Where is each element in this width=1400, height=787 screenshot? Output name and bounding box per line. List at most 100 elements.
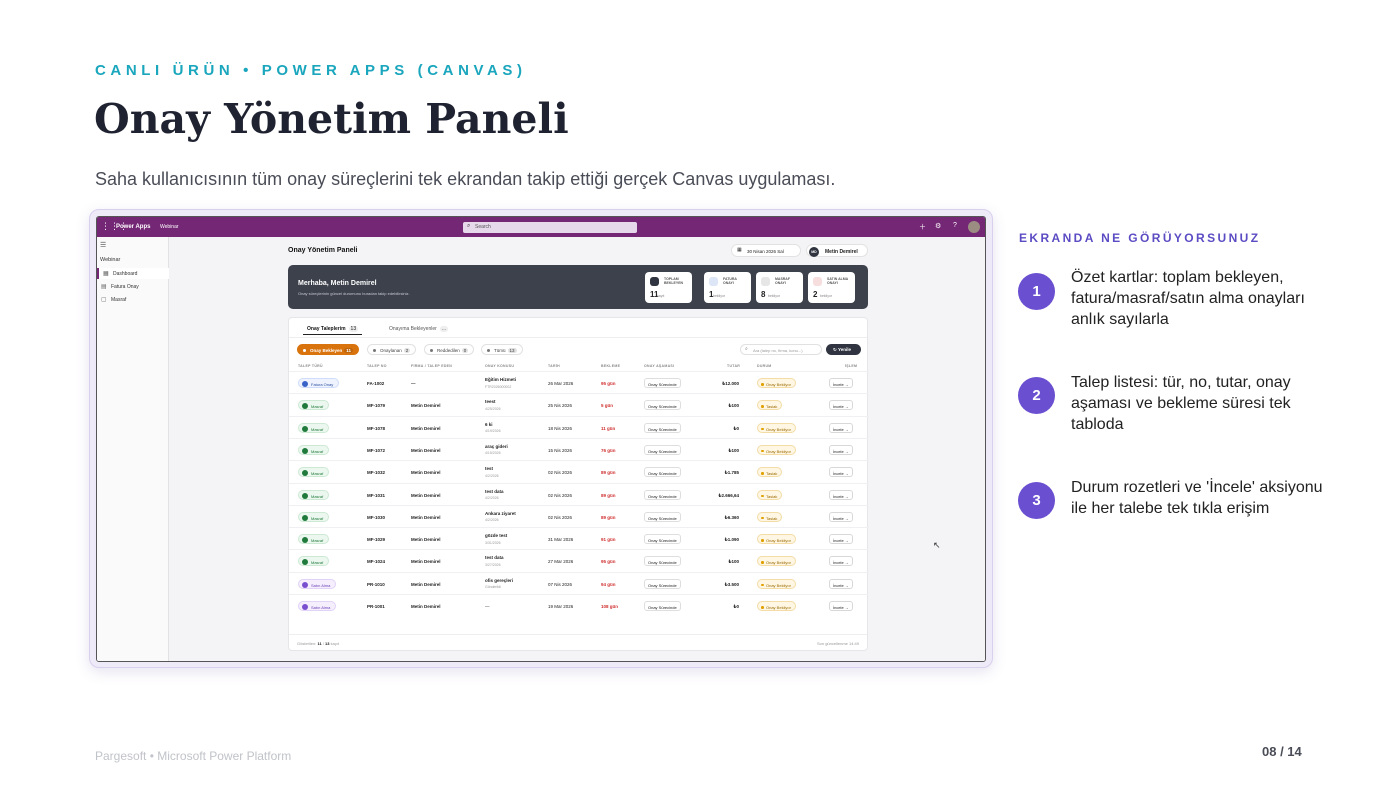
filter-onaylanan[interactable]: Onaylanan 2 — [367, 344, 417, 355]
request-no: PR-1001 — [367, 604, 385, 609]
app-launcher-icon[interactable]: ⋮⋮⋮ — [101, 221, 128, 231]
sidebar-item-label: Masraf — [111, 297, 127, 303]
type-icon — [302, 492, 308, 499]
inspect-button[interactable]: İncele → — [829, 601, 853, 611]
sidebar-item-dashboard[interactable]: ▦ Dashboard — [97, 268, 169, 279]
status-badge: Onay Bekliyor — [757, 578, 796, 589]
kpi-card-total[interactable]: TOPLAM BEKLEYEN 11 kayıt — [645, 272, 692, 303]
global-search[interactable]: ⌕ Search — [463, 222, 637, 233]
powerapps-app-name[interactable]: Power Apps — [116, 224, 151, 230]
request-search-input[interactable]: ⌕ Ara (talep no, firma, konu...) — [740, 344, 822, 355]
inspect-button[interactable]: İncele → — [829, 444, 853, 455]
kpi-card-fatura[interactable]: FATURA ONAYI 1 bekliyor — [704, 272, 751, 303]
filter-reddedilen[interactable]: Reddedilen 0 — [424, 344, 475, 355]
request-subject: gözde test — [485, 533, 508, 539]
column-header: TARİH — [548, 364, 560, 368]
sidebar-item-masraf[interactable]: ▢ Masraf — [97, 294, 169, 305]
inspect-button[interactable]: İncele → — [829, 422, 853, 433]
table-row[interactable]: Satın Alma PR-1010 Metin Demirel ofis gereç… — [289, 571, 869, 594]
status-dot — [761, 494, 764, 497]
filter-tumu[interactable]: Tümü 13 — [481, 344, 523, 355]
kpi-card-masraf[interactable]: MASRAF ONAYI 8 bekliyor — [756, 272, 803, 303]
requester: Metin Demirel — [411, 581, 441, 587]
plus-icon[interactable]: ＋ — [919, 224, 926, 231]
document-icon: ▤ — [101, 284, 107, 290]
kpi-unit: bekliyor — [713, 294, 726, 298]
inspect-button[interactable]: İncele → — [829, 578, 853, 589]
type-badge: Satın Alma — [298, 601, 337, 611]
sidebar-item-fatura-onay[interactable]: ▤ Fatura Onay — [97, 281, 169, 292]
kpi-card-satin-alma[interactable]: SATIN ALMA ONAYI 2 bekliyor — [808, 272, 855, 303]
hamburger-icon[interactable]: ☰ — [100, 242, 107, 249]
request-subject: 6 ki — [485, 421, 493, 427]
mouse-cursor-icon: ↖ — [933, 540, 941, 550]
type-icon — [302, 381, 308, 387]
powerapps-topbar: ⋮⋮⋮ Power Apps Webinar ⌕ Search ＋ ⚙ ? — [97, 217, 985, 237]
request-date: 18 Nis 2026 — [548, 425, 573, 431]
help-icon[interactable]: ? — [953, 222, 957, 229]
filter-label: Onaylanan — [380, 348, 402, 353]
step-text: Talep listesi: tür, no, tutar, onay aşam… — [1071, 374, 1291, 433]
approval-stage: Onay Sürecinde — [644, 467, 681, 478]
column-header: İŞLEM — [845, 364, 858, 368]
amount: ₺12.000 — [722, 381, 739, 386]
amount: ₺3.500 — [724, 581, 739, 587]
kpi-unit: bekliyor — [820, 294, 833, 298]
table-row[interactable]: Satın Alma PR-1001 Metin Demirel — 19 Mar 20… — [289, 594, 869, 616]
kpi-value: 2 — [813, 290, 818, 299]
requester: — — [411, 381, 416, 386]
gear-icon[interactable]: ⚙ — [935, 223, 942, 230]
tab-label: Onayıma Bekleyenler — [389, 326, 437, 332]
inspect-button[interactable]: İncele → — [829, 378, 853, 388]
amount: ₺1.785 — [724, 470, 739, 476]
table-row[interactable]: Masraf MF-1079 Metin Demirel teest 4/25/2026… — [289, 393, 869, 415]
refresh-button[interactable]: ↻ Yenile — [826, 344, 861, 355]
amount: ₺0 — [733, 604, 739, 609]
inspect-button[interactable]: İncele → — [829, 556, 853, 567]
inspect-button[interactable]: İncele → — [829, 400, 853, 411]
table-row[interactable]: Masraf MF-1024 Metin Demirel test data 3/27/… — [289, 549, 869, 571]
filter-label: Onay Bekleyen — [310, 348, 343, 353]
approval-stage: Onay Sürecinde — [644, 489, 681, 500]
table-row[interactable]: Masraf MF-1029 Metin Demirel gözde test 3/31… — [289, 527, 869, 549]
inspect-button[interactable]: İncele → — [829, 511, 853, 522]
status-dot — [761, 472, 764, 475]
request-date: 31 Mar 2026 — [548, 537, 574, 543]
inspect-button[interactable]: İncele → — [829, 467, 853, 478]
receipt-icon: ▢ — [101, 297, 107, 303]
table-row[interactable]: Masraf MF-1032 Metin Demirel test 4/2/2026 02… — [289, 460, 869, 482]
status-dot — [761, 516, 764, 520]
kpi-label: FATURA ONAYI — [723, 277, 737, 285]
status-badge: Onay Bekliyor — [757, 444, 796, 455]
welcome-subtext: Onay süreçlerinin güncel durumunu burada… — [298, 291, 410, 296]
type-badge: Fatura Onay — [298, 378, 340, 388]
table-row[interactable]: Fatura Onay FA-1002 — Eğitim Hizmeti FTR2026… — [289, 371, 869, 393]
user-chip[interactable]: MD Metin Demirel — [806, 244, 868, 257]
type-icon — [302, 559, 308, 566]
wait-time: 11 gün — [601, 425, 616, 431]
inspect-button[interactable]: İncele → — [829, 534, 853, 545]
filter-dot — [430, 349, 433, 352]
table-row[interactable]: Masraf MF-1078 Metin Demirel 6 ki 4/19/2026 1… — [289, 415, 869, 438]
kpi-unit: kayıt — [657, 294, 665, 298]
request-subject-detail: 3/31/2026 — [485, 540, 501, 545]
filter-onay-bekleyen[interactable]: Onay Bekleyen 11 — [297, 344, 360, 355]
request-subject-detail: 4/2/2026 — [485, 518, 499, 523]
requester: Metin Demirel — [411, 514, 441, 520]
type-icon — [302, 514, 308, 521]
table-row[interactable]: Masraf MF-1072 Metin Demirel araç gideri 4/1… — [289, 437, 869, 460]
request-subject: Eğitim Hizmeti — [485, 377, 517, 382]
request-subject-detail: 4/2/2026 — [485, 496, 499, 500]
avatar[interactable] — [968, 221, 980, 233]
slide-kicker: CANLI ÜRÜN • POWER APPS (CANVAS) — [95, 62, 527, 79]
environment-name[interactable]: Webinar — [160, 224, 179, 230]
table-row[interactable]: Masraf MF-1031 Metin Demirel test data 4/2/2… — [289, 482, 869, 505]
requester: Metin Demirel — [411, 470, 441, 476]
tab-onay-taleplerim[interactable]: Onay Taleplerim 13 — [303, 324, 363, 335]
tab-onayima-bekleyenler[interactable]: Onayıma Bekleyenler... — [385, 324, 452, 334]
wait-time: 95 gün — [601, 559, 616, 565]
wait-time: 91 gün — [601, 537, 616, 543]
amount: ₺0 — [733, 425, 739, 431]
table-row[interactable]: Masraf MF-1030 Metin Demirel Ankara ziyaret… — [289, 504, 869, 527]
inspect-button[interactable]: İncele → — [829, 489, 853, 500]
